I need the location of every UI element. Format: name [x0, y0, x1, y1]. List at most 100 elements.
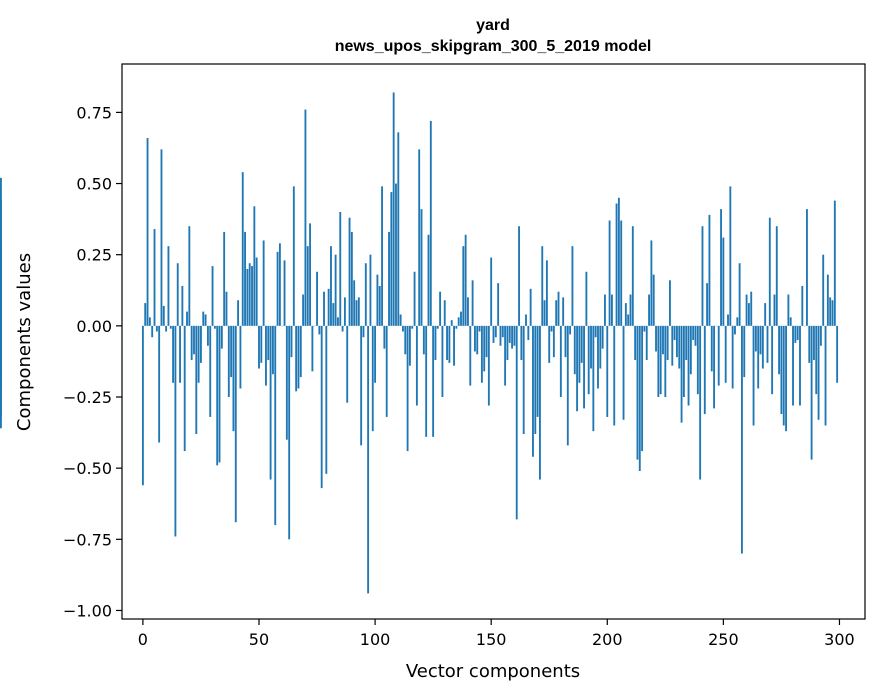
bar	[246, 268, 249, 326]
bar	[648, 294, 650, 326]
bar	[332, 303, 335, 326]
bar	[141, 325, 144, 486]
bar	[782, 325, 785, 426]
bar	[808, 325, 811, 363]
bar	[404, 325, 407, 355]
bar	[492, 325, 495, 343]
bar	[295, 325, 298, 392]
bar	[631, 226, 634, 326]
bar	[768, 217, 771, 326]
bar	[469, 325, 472, 386]
bar	[754, 325, 757, 352]
bar	[350, 231, 353, 326]
bar	[357, 297, 360, 326]
bar	[671, 325, 674, 366]
bar	[0, 325, 2, 429]
bar	[578, 325, 581, 383]
bar	[330, 246, 332, 326]
bar	[190, 325, 193, 360]
bar	[144, 303, 147, 326]
bar	[355, 300, 358, 326]
bar	[476, 325, 479, 355]
bar	[778, 325, 781, 375]
bar	[583, 325, 585, 409]
bar	[525, 314, 527, 326]
bar	[699, 325, 702, 480]
y-tick-label: 0.00	[76, 317, 112, 336]
bar	[325, 325, 328, 474]
bar	[764, 303, 767, 326]
bar	[659, 325, 662, 395]
chart-title: yard	[476, 17, 510, 34]
bar	[439, 291, 442, 326]
bar	[392, 92, 395, 326]
bar	[650, 240, 653, 326]
bar	[271, 325, 274, 375]
bar	[348, 217, 351, 326]
bar	[450, 320, 453, 326]
bar	[703, 325, 706, 415]
x-tick-label: 300	[824, 630, 855, 649]
bar	[364, 263, 367, 326]
bar	[436, 325, 439, 329]
bar	[395, 183, 397, 326]
plot-frame	[121, 63, 866, 620]
bar	[204, 314, 207, 326]
bar	[766, 325, 769, 363]
bar	[432, 325, 435, 437]
bar	[399, 314, 402, 326]
bar	[794, 325, 797, 343]
bar	[188, 226, 191, 326]
bar	[174, 325, 177, 537]
bar	[278, 243, 281, 326]
bar	[743, 325, 746, 378]
bar	[638, 325, 641, 471]
bar	[453, 325, 455, 366]
bar	[590, 325, 592, 369]
y-axis-label: Components values	[14, 253, 35, 431]
bar	[251, 266, 253, 326]
bar	[390, 192, 393, 326]
bar	[676, 325, 678, 358]
y-tick-label: −0.75	[63, 530, 112, 549]
bar	[615, 203, 618, 326]
bar	[151, 325, 154, 338]
bar	[634, 325, 637, 360]
bar	[599, 325, 602, 369]
bar	[460, 311, 462, 326]
bar	[520, 325, 523, 360]
bar	[722, 237, 725, 326]
bar	[773, 294, 776, 326]
bar	[761, 325, 764, 369]
y-axis-ticks: −1.00 −0.75 −0.50 −0.25 0.00 0.25 0.50 0.75	[63, 103, 122, 620]
bar	[318, 325, 321, 335]
bar	[504, 325, 507, 386]
bar	[197, 325, 200, 383]
bar	[165, 325, 168, 332]
bar	[232, 325, 235, 432]
bar	[499, 325, 502, 346]
bar	[241, 172, 244, 326]
bar	[304, 109, 307, 326]
bar	[708, 214, 711, 326]
bar	[327, 288, 330, 326]
bar	[731, 325, 734, 389]
bar	[490, 257, 493, 326]
bar	[297, 325, 300, 389]
bar	[285, 325, 288, 440]
bar	[836, 325, 839, 383]
bar	[480, 325, 483, 383]
bar	[255, 257, 258, 326]
x-axis-label: Vector components	[406, 661, 580, 682]
bar	[539, 325, 541, 480]
bar	[211, 266, 214, 326]
bar	[604, 294, 606, 326]
bar	[734, 325, 736, 335]
bar	[494, 325, 497, 338]
bar	[696, 325, 699, 395]
bar	[267, 325, 270, 360]
bar	[311, 325, 314, 372]
bar	[337, 317, 339, 326]
bar	[206, 325, 209, 346]
bar	[678, 325, 681, 369]
